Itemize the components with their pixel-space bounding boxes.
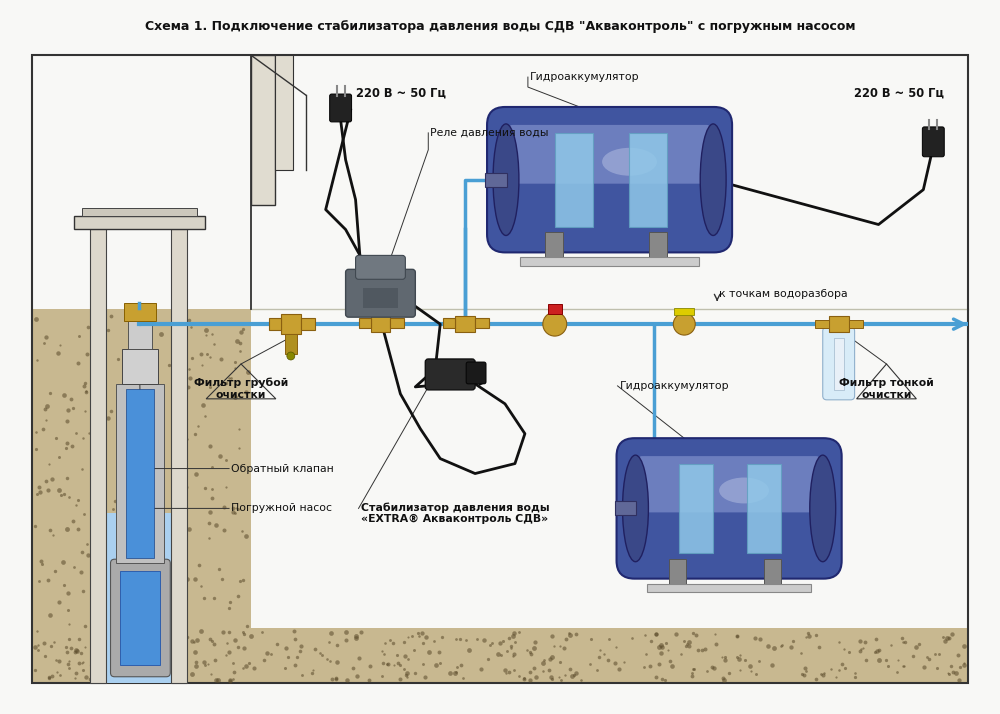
Bar bbox=[122, 349, 158, 384]
Bar bbox=[390, 318, 404, 328]
FancyBboxPatch shape bbox=[922, 127, 944, 157]
Bar bbox=[555, 133, 593, 226]
Bar bbox=[124, 303, 156, 321]
Bar bbox=[649, 233, 667, 258]
Circle shape bbox=[287, 352, 295, 360]
Bar bbox=[679, 464, 713, 553]
Bar bbox=[269, 318, 281, 330]
Bar bbox=[455, 316, 475, 332]
Ellipse shape bbox=[602, 148, 657, 176]
Bar bbox=[120, 571, 160, 665]
Bar bbox=[815, 320, 829, 328]
Bar bbox=[90, 229, 106, 683]
Bar bbox=[674, 308, 694, 315]
Bar bbox=[82, 208, 197, 216]
FancyBboxPatch shape bbox=[346, 269, 415, 317]
Text: 220 В ~ 50 Гц: 220 В ~ 50 Гц bbox=[854, 86, 944, 99]
Bar bbox=[371, 314, 390, 332]
Bar bbox=[545, 233, 563, 258]
Circle shape bbox=[673, 313, 695, 335]
Ellipse shape bbox=[719, 478, 769, 503]
FancyBboxPatch shape bbox=[487, 107, 732, 253]
Bar bbox=[834, 338, 844, 390]
FancyBboxPatch shape bbox=[507, 125, 712, 183]
Bar bbox=[629, 133, 667, 226]
Bar bbox=[747, 464, 781, 553]
Bar bbox=[615, 501, 636, 516]
Bar bbox=[32, 55, 968, 683]
Text: Гидроаккумулятор: Гидроаккумулятор bbox=[620, 381, 729, 391]
Text: к точкам водоразбора: к точкам водоразбора bbox=[719, 289, 848, 299]
Bar bbox=[849, 320, 863, 328]
Ellipse shape bbox=[493, 124, 519, 236]
Text: Стабилизатор давления воды
«EXTRA® Акваконтроль СДВ»: Стабилизатор давления воды «EXTRA® Аквак… bbox=[361, 502, 549, 525]
FancyBboxPatch shape bbox=[356, 256, 405, 279]
Bar bbox=[669, 559, 686, 585]
Text: Гидроаккумулятор: Гидроаккумулятор bbox=[530, 72, 640, 82]
Text: Фильтр тонкой
очистки: Фильтр тонкой очистки bbox=[839, 378, 934, 400]
Text: Погружной насос: Погружной насос bbox=[231, 503, 332, 513]
Text: Обратный клапан: Обратный клапан bbox=[231, 463, 334, 473]
Bar bbox=[359, 318, 371, 328]
Text: Схема 1. Подключение стабилизатора давления воды СДВ "Акваконтроль" с погружным : Схема 1. Подключение стабилизатора давле… bbox=[145, 20, 855, 34]
Bar bbox=[764, 559, 781, 585]
Circle shape bbox=[543, 312, 567, 336]
Bar bbox=[485, 173, 507, 186]
Ellipse shape bbox=[623, 455, 648, 562]
FancyBboxPatch shape bbox=[823, 327, 855, 400]
Text: Реле давления воды: Реле давления воды bbox=[430, 128, 549, 138]
Bar bbox=[829, 316, 849, 332]
FancyBboxPatch shape bbox=[466, 362, 486, 384]
Bar bbox=[520, 257, 699, 266]
Bar bbox=[116, 384, 164, 563]
FancyBboxPatch shape bbox=[617, 438, 842, 578]
Bar bbox=[171, 229, 187, 683]
Bar bbox=[251, 55, 275, 205]
Bar bbox=[74, 216, 205, 229]
FancyBboxPatch shape bbox=[330, 94, 352, 122]
Bar bbox=[106, 513, 171, 683]
Bar bbox=[548, 304, 562, 314]
Bar bbox=[275, 55, 293, 170]
Bar bbox=[285, 334, 297, 354]
Bar bbox=[281, 314, 301, 334]
Bar bbox=[647, 583, 811, 592]
Bar bbox=[126, 389, 154, 558]
Bar bbox=[32, 628, 968, 683]
Bar bbox=[475, 318, 489, 328]
Bar bbox=[443, 318, 455, 328]
FancyBboxPatch shape bbox=[636, 456, 822, 513]
Bar bbox=[128, 321, 152, 349]
Text: Фильтр грубой
очистки: Фильтр грубой очистки bbox=[194, 378, 288, 400]
FancyBboxPatch shape bbox=[425, 359, 475, 390]
Bar bbox=[301, 318, 315, 330]
Text: 220 В ~ 50 Гц: 220 В ~ 50 Гц bbox=[356, 86, 446, 99]
Bar bbox=[363, 288, 398, 308]
Bar bbox=[32, 309, 251, 683]
Ellipse shape bbox=[810, 455, 836, 562]
Ellipse shape bbox=[700, 124, 726, 236]
FancyBboxPatch shape bbox=[111, 559, 170, 677]
